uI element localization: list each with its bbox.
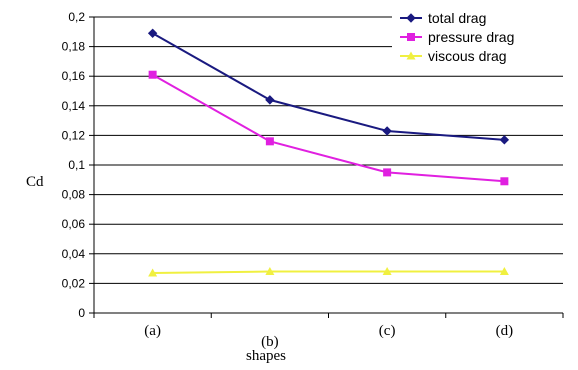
square-marker (383, 168, 392, 177)
x-category-label: (b) (261, 334, 279, 350)
series-line (152, 32, 505, 141)
x-category-labels: (a) (b) (c) (d) (144, 323, 513, 350)
x-category-label: (a) (144, 323, 161, 339)
y-tick-label: 0,18 (62, 40, 86, 54)
diamond-marker (147, 28, 158, 38)
y-tick-labels: 0 0,02 0,04 0,06 0,08 0,1 0,12 0,14 0,16 0,18 0,2 (62, 10, 86, 320)
series-line (152, 73, 505, 183)
y-axis-title: Cd (26, 174, 44, 190)
legend-label: total drag (428, 10, 486, 26)
square-marker (407, 33, 415, 41)
square-marker (265, 137, 274, 146)
diamond-marker (382, 126, 392, 136)
x-category-label: (c) (379, 323, 396, 339)
legend-label: pressure drag (428, 29, 514, 45)
y-tick-label: 0,2 (68, 10, 85, 24)
square-marker (500, 177, 509, 186)
y-tick-label: 0,12 (62, 128, 86, 142)
series-markers (147, 28, 510, 277)
triangle-marker (148, 268, 158, 277)
x-category-label: (d) (496, 323, 514, 339)
legend: total drag pressure drag viscous drag (392, 4, 568, 67)
triangle-marker (499, 267, 509, 276)
y-tick-label: 0,14 (62, 99, 86, 113)
y-tick-label: 0,04 (62, 247, 86, 261)
diamond-marker (265, 95, 275, 105)
series-line (152, 270, 505, 275)
y-tick-label: 0 (78, 306, 85, 320)
axes (89, 16, 564, 318)
y-tick-label: 0,1 (68, 158, 85, 172)
series-lines (152, 32, 505, 275)
diamond-marker (499, 135, 510, 145)
y-tick-label: 0,08 (62, 188, 86, 202)
triangle-marker (265, 267, 275, 276)
diamond-marker (406, 13, 416, 23)
square-marker (148, 70, 157, 79)
triangle-marker (406, 51, 416, 60)
legend-label: viscous drag (428, 48, 507, 64)
y-tick-label: 0,02 (62, 276, 86, 290)
y-tick-label: 0,06 (62, 217, 86, 231)
y-tick-label: 0,16 (62, 69, 86, 83)
triangle-marker (382, 267, 392, 276)
x-axis-title: shapes (246, 348, 286, 364)
